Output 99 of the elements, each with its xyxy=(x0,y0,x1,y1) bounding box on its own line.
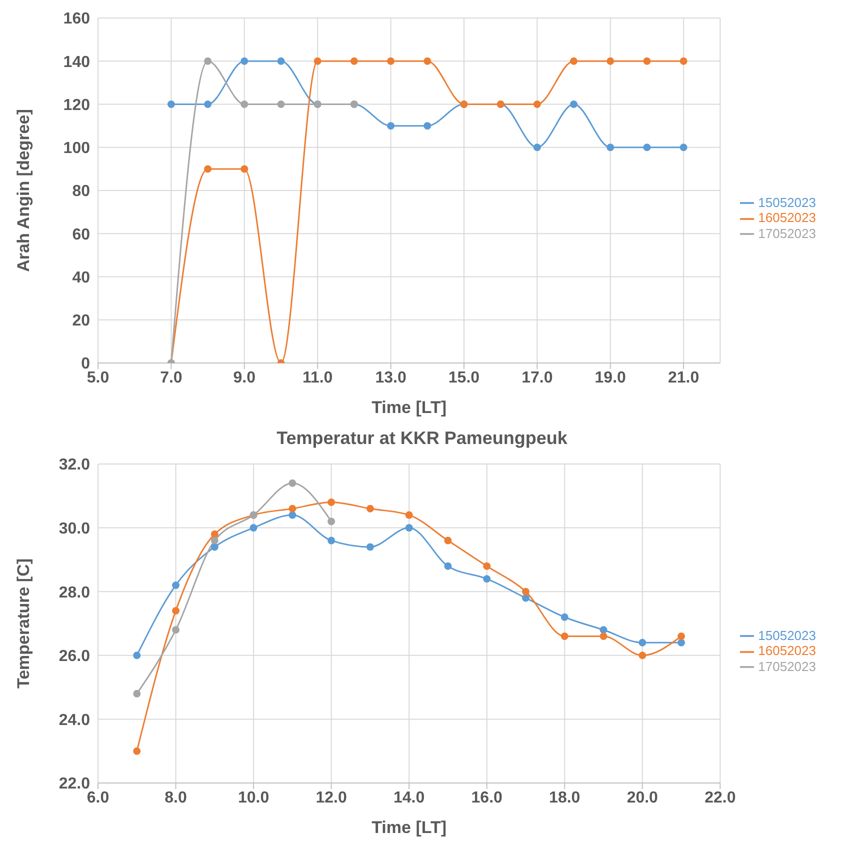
x-tick-label: 19.0 xyxy=(594,369,626,386)
point xyxy=(172,581,180,589)
point xyxy=(483,575,491,583)
y-tick-label: 28.0 xyxy=(58,584,90,602)
point xyxy=(350,57,358,65)
x-tick-label: 18.0 xyxy=(549,789,580,806)
point xyxy=(522,588,530,596)
point xyxy=(570,57,578,65)
point xyxy=(288,479,296,487)
legend-label: 16052023 xyxy=(758,210,816,226)
y-axis-title: Temperature [C] xyxy=(14,558,34,689)
point xyxy=(328,498,336,506)
point xyxy=(522,594,530,602)
x-tick-label: 10.0 xyxy=(238,789,270,806)
y-tick-label: 140 xyxy=(63,54,90,71)
legend-label: 17052023 xyxy=(758,226,816,241)
y-tick-label: 40 xyxy=(72,269,90,286)
point xyxy=(133,652,141,660)
legend-label: 15052023 xyxy=(758,194,816,210)
point xyxy=(387,122,395,130)
point xyxy=(366,504,374,512)
point xyxy=(133,747,141,755)
point xyxy=(560,632,568,640)
point xyxy=(240,57,248,65)
point xyxy=(328,536,336,544)
chart-title: Temperatur at KKR Pameungpeuk xyxy=(276,428,568,450)
x-tick-label: 17.0 xyxy=(522,369,553,386)
y-tick-label: 100 xyxy=(63,140,90,158)
x-tick-label: 22.0 xyxy=(704,789,736,806)
x-tick-label: 14.0 xyxy=(394,789,425,806)
x-tick-label: 15.0 xyxy=(448,369,480,386)
point xyxy=(680,57,688,65)
point xyxy=(643,57,651,65)
point xyxy=(204,100,212,108)
y-tick-label: 80 xyxy=(72,183,90,200)
point xyxy=(288,511,296,519)
point xyxy=(204,165,212,173)
point xyxy=(606,57,614,65)
point xyxy=(424,122,432,130)
x-tick-label: 21.0 xyxy=(668,369,700,386)
y-tick-label: 32.0 xyxy=(58,456,90,474)
legend-label: 17052023 xyxy=(758,658,816,674)
point xyxy=(277,100,285,108)
point xyxy=(172,606,180,614)
y-axis-title: Arah Angin [degree] xyxy=(14,109,34,272)
point xyxy=(167,100,175,108)
point xyxy=(560,613,568,621)
point xyxy=(210,536,218,544)
point xyxy=(405,511,413,519)
point xyxy=(638,652,646,660)
x-tick-label: 20.0 xyxy=(626,789,658,806)
point xyxy=(240,100,248,108)
x-tick-label: 13.0 xyxy=(375,369,406,386)
point xyxy=(533,144,541,152)
x-tick-label: 9.0 xyxy=(233,369,256,386)
point xyxy=(210,530,218,538)
y-tick-label: 30.0 xyxy=(58,520,90,538)
legend-label: 15052023 xyxy=(758,628,816,643)
x-tick-label: 7.0 xyxy=(160,369,182,386)
point xyxy=(424,57,432,65)
point xyxy=(405,524,413,532)
point xyxy=(483,562,491,570)
point xyxy=(600,626,608,634)
legend-label: 16052023 xyxy=(758,643,816,658)
point xyxy=(172,626,180,634)
y-tick-label: 20 xyxy=(72,312,90,330)
point xyxy=(288,504,296,512)
x-tick-label: 12.0 xyxy=(316,789,347,806)
y-tick-label: 26.0 xyxy=(58,648,90,666)
x-tick-label: 8.0 xyxy=(164,789,187,806)
point xyxy=(277,57,285,65)
point xyxy=(638,638,646,646)
y-tick-label: 160 xyxy=(63,10,90,28)
point xyxy=(600,632,608,640)
point xyxy=(133,690,141,698)
point xyxy=(387,57,395,65)
point xyxy=(204,57,212,65)
point xyxy=(366,543,374,551)
point xyxy=(678,638,686,646)
x-tick-label: 16.0 xyxy=(471,789,503,806)
x-tick-label: 11.0 xyxy=(302,369,333,386)
x-axis-title: Time [LT] xyxy=(372,818,447,837)
point xyxy=(314,57,322,65)
y-tick-label: 24.0 xyxy=(58,712,90,729)
point xyxy=(533,100,541,108)
point xyxy=(678,632,686,640)
point xyxy=(210,543,218,551)
point xyxy=(570,100,578,108)
point xyxy=(444,562,452,570)
x-axis-title: Time [LT] xyxy=(372,398,447,417)
point xyxy=(250,524,258,532)
point xyxy=(606,144,614,152)
point xyxy=(240,165,248,173)
y-tick-label: 60 xyxy=(72,226,90,244)
y-tick-label: 120 xyxy=(63,96,90,114)
point xyxy=(680,144,688,152)
point xyxy=(643,144,651,152)
point xyxy=(444,536,452,544)
point xyxy=(328,518,336,526)
